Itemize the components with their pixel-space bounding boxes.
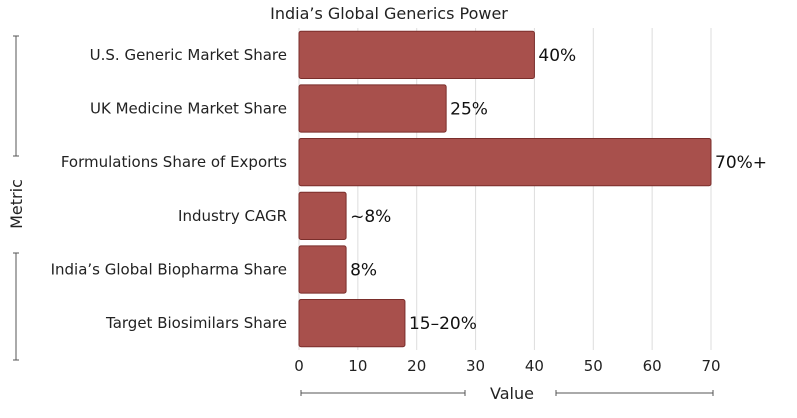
- x-tick-label: 20: [407, 357, 426, 375]
- category-label: UK Medicine Market Share: [90, 100, 287, 118]
- x-tick-label: 10: [348, 357, 367, 375]
- category-label: Industry CAGR: [178, 207, 287, 225]
- bar: [298, 245, 347, 294]
- y-axis-bracket-top: [13, 35, 19, 157]
- category-label: Target Biosimilars Share: [105, 314, 287, 332]
- data-label: 8%: [350, 261, 377, 281]
- bar: [298, 84, 447, 133]
- x-tick-label: 70: [701, 357, 720, 375]
- x-tick-label: 40: [525, 357, 544, 375]
- x-tick-label: 50: [584, 357, 603, 375]
- x-tick-label: 0: [294, 357, 304, 375]
- data-label: 40%: [538, 46, 576, 66]
- category-label: India’s Global Biopharma Share: [51, 261, 287, 279]
- bar: [298, 191, 347, 240]
- y-axis-bracket-bottom: [13, 252, 19, 361]
- category-label: U.S. Generic Market Share: [90, 46, 287, 64]
- gridlines: [298, 28, 712, 350]
- x-axis-title: Value: [490, 384, 534, 403]
- data-label: ~8%: [350, 207, 391, 227]
- x-tick-labels: 0 10 20 30 40 50 60 70: [294, 357, 720, 375]
- bar: [298, 299, 406, 348]
- x-axis-bracket-left: [300, 390, 466, 396]
- category-label: Formulations Share of Exports: [61, 153, 287, 171]
- category-labels: U.S. Generic Market Share UK Medicine Mar…: [51, 46, 288, 332]
- bars: [298, 30, 712, 348]
- data-label: 70%+: [715, 153, 767, 173]
- chart-title: India’s Global Generics Power: [270, 4, 508, 23]
- bar: [298, 30, 535, 79]
- data-label: 25%: [450, 100, 488, 120]
- x-tick-label: 60: [643, 357, 662, 375]
- y-axis-title: Metric: [7, 179, 26, 229]
- x-axis-bracket-right: [555, 390, 714, 396]
- x-tick-label: 30: [466, 357, 485, 375]
- data-label: 15–20%: [409, 314, 477, 334]
- bar: [298, 138, 712, 187]
- data-labels: 40% 25% 70%+ ~8% 8% 15–20%: [350, 46, 767, 334]
